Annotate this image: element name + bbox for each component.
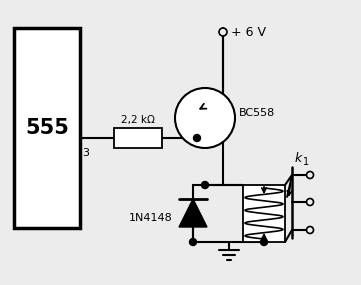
Circle shape (306, 227, 313, 233)
Text: 2,2 kΩ: 2,2 kΩ (121, 115, 155, 125)
Circle shape (201, 182, 209, 188)
Bar (243, 185, 285, 242)
Circle shape (193, 135, 200, 141)
Circle shape (190, 239, 196, 245)
Text: 1: 1 (303, 157, 309, 167)
Text: k: k (295, 152, 302, 165)
Circle shape (175, 88, 235, 148)
Text: 555: 555 (25, 118, 69, 138)
Text: + 6 V: + 6 V (231, 25, 266, 38)
Text: 3: 3 (82, 148, 89, 158)
Circle shape (306, 172, 313, 178)
Bar (14, 28, 80, 228)
Polygon shape (179, 199, 207, 227)
Circle shape (306, 198, 313, 205)
Bar (114, 128, 162, 148)
Circle shape (219, 28, 227, 36)
Text: BC558: BC558 (239, 108, 275, 118)
Text: 1N4148: 1N4148 (129, 213, 173, 223)
Circle shape (261, 239, 268, 245)
